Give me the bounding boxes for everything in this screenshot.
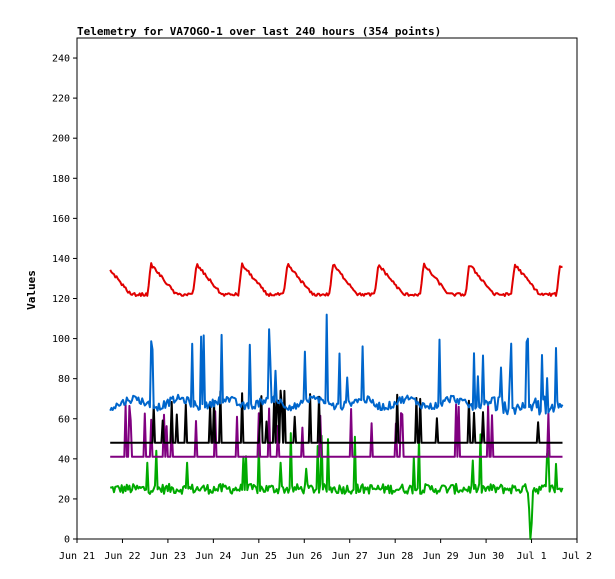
x-tick-label: Jun 22	[104, 551, 140, 562]
y-tick-label: 20	[58, 494, 70, 505]
series-line-red	[109, 262, 563, 297]
series-line-purple	[110, 403, 563, 458]
x-tick-label: Jul 1	[516, 551, 546, 562]
y-tick-label: 0	[64, 535, 70, 546]
x-tick-label: Jun 27	[332, 551, 368, 562]
x-tick-label: Jun 21	[59, 551, 95, 562]
y-tick-label: 140	[52, 254, 70, 265]
x-tick-label: Jun 23	[150, 551, 186, 562]
chart-title: Telemetry for VA7OGO-1 over last 240 hou…	[77, 25, 441, 38]
x-tick-label: Jun 30	[468, 551, 504, 562]
x-tick-label: Jun 24	[195, 551, 231, 562]
series-line-blue	[109, 313, 564, 416]
x-tick-label: Jun 28	[377, 551, 413, 562]
y-tick-label: 60	[58, 414, 70, 425]
y-tick-label: 180	[52, 174, 70, 185]
x-tick-label: Jul 2	[562, 551, 592, 562]
x-axis: Jun 21 Jun 22 Jun 23 Jun 24 Jun 25 Jun 26 Jun …	[59, 539, 592, 562]
series-line-green	[109, 432, 564, 540]
y-axis-label: Values	[25, 270, 38, 310]
y-tick-label: 160	[52, 214, 70, 225]
series-line-black	[110, 389, 563, 444]
y-tick-label: 220	[52, 94, 70, 105]
y-tick-label: 200	[52, 134, 70, 145]
y-tick-label: 40	[58, 454, 70, 465]
plot-frame	[76, 37, 578, 540]
x-tick-label: Jun 26	[286, 551, 322, 562]
x-tick-label: Jun 29	[423, 551, 459, 562]
y-tick-label: 240	[52, 54, 70, 65]
y-tick-label: 100	[52, 334, 70, 345]
series-group	[109, 262, 564, 540]
y-tick-label: 120	[52, 294, 70, 305]
x-tick-label: Jun 25	[241, 551, 277, 562]
y-axis: 0 20 40 60 80 100 120 140 160 180 200 220 240	[52, 54, 77, 546]
y-tick-label: 80	[58, 374, 70, 385]
